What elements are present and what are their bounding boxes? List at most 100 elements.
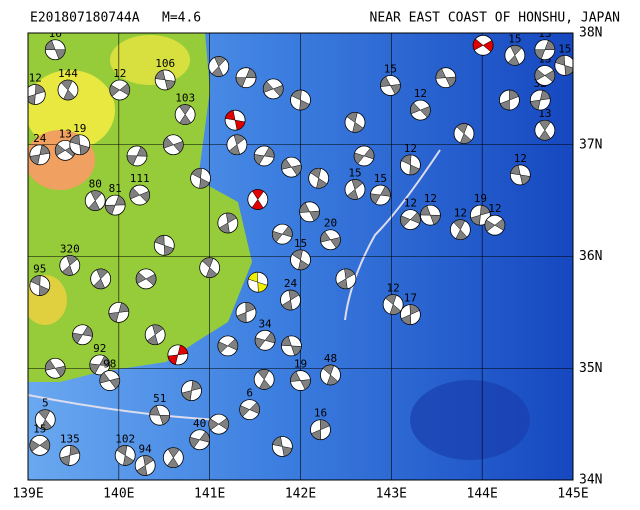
ball-quadrant	[299, 202, 310, 213]
ball-quadrant	[472, 38, 484, 51]
grid	[28, 33, 573, 480]
y-tick-label: 35N	[579, 361, 602, 376]
focal-mechanism	[320, 229, 341, 251]
focal-mechanism	[499, 89, 520, 111]
depth-label: 12	[29, 71, 42, 84]
ball-quadrant	[88, 200, 101, 211]
ball-quadrant	[251, 199, 264, 210]
ball-quadrant	[245, 302, 256, 313]
ball-quadrant	[205, 267, 218, 278]
focal-mechanism	[380, 75, 401, 96]
ball-quadrant	[554, 55, 566, 66]
y-tick-label: 36N	[579, 249, 602, 264]
ball-quadrant	[54, 49, 66, 60]
focal-mechanism	[167, 344, 189, 366]
ball-quadrant	[249, 402, 260, 414]
depth-label: 12	[414, 87, 427, 100]
ball-quadrant	[539, 90, 551, 101]
ball-quadrant	[63, 89, 76, 101]
focal-mechanism	[29, 144, 51, 166]
ball-quadrant	[191, 168, 202, 179]
ball-quadrant	[257, 281, 268, 293]
ball-quadrant	[409, 212, 421, 224]
ball-quadrant	[319, 419, 331, 431]
ball-quadrant	[281, 225, 293, 238]
focal-mechanism	[280, 289, 301, 311]
ball-quadrant	[455, 229, 468, 240]
focal-mechanism	[134, 455, 156, 476]
depth-label: 19	[294, 358, 307, 371]
ball-quadrant	[109, 84, 121, 97]
focal-mechanism	[400, 154, 421, 176]
y-tick-label: 38N	[579, 26, 602, 41]
focal-mechanism	[174, 104, 196, 125]
ball-quadrant	[218, 417, 229, 430]
depth-label: 111	[130, 172, 150, 185]
depth-label: 103	[175, 92, 195, 105]
ball-quadrant	[136, 146, 148, 157]
depth-label: 13	[59, 127, 72, 140]
focal-mechanism	[57, 79, 79, 101]
ball-quadrant	[66, 255, 78, 266]
ball-quadrant	[482, 40, 494, 53]
ball-quadrant	[281, 299, 293, 311]
ball-quadrant	[234, 119, 246, 131]
ball-quadrant	[93, 278, 106, 290]
ball-quadrant	[370, 193, 381, 205]
ball-quadrant	[509, 89, 520, 101]
depth-label: 12	[424, 192, 437, 205]
ball-quadrant	[227, 338, 239, 351]
focal-mechanism	[89, 354, 111, 376]
focal-mechanism	[108, 301, 130, 323]
ball-quadrant	[114, 195, 126, 206]
depth-label: 13	[538, 27, 551, 40]
ball-quadrant	[34, 84, 46, 95]
x-tick-label: 143E	[376, 487, 407, 502]
focal-mechanism	[149, 404, 171, 426]
focal-mechanism	[217, 212, 239, 234]
ball-quadrant	[38, 409, 51, 421]
focal-mechanism	[281, 156, 302, 178]
ball-quadrant	[163, 244, 175, 256]
magnitude: M=4.6	[162, 11, 201, 26]
ball-quadrant	[72, 332, 83, 344]
trench	[28, 394, 221, 421]
x-tick-label: 144E	[467, 487, 498, 502]
focal-mechanism	[529, 89, 551, 111]
ball-quadrant	[351, 179, 364, 190]
focal-mechanism	[224, 109, 246, 131]
focal-mechanism	[253, 145, 275, 167]
focal-mechanism	[135, 268, 157, 290]
focal-mechanism	[453, 123, 475, 144]
depth-label: 15	[384, 63, 397, 76]
ball-quadrant	[179, 104, 192, 116]
focal-mechanism	[308, 167, 330, 189]
focal-mechanism	[84, 190, 106, 212]
ball-quadrant	[257, 369, 270, 380]
ball-quadrant	[59, 455, 71, 466]
depth-label: 12	[488, 202, 501, 215]
ball-quadrant	[142, 455, 154, 466]
focal-mechanism	[271, 223, 293, 245]
focal-mechanism	[554, 55, 573, 76]
focal-mechanism	[226, 134, 248, 156]
ball-quadrant	[263, 146, 275, 158]
focal-mechanism	[28, 84, 46, 105]
ball-quadrant	[39, 144, 50, 156]
ball-quadrant	[494, 218, 506, 231]
focal-mechanism	[290, 249, 311, 271]
ball-quadrant	[152, 324, 164, 336]
focal-mechanism	[247, 189, 269, 210]
ball-quadrant	[82, 325, 93, 337]
ball-quadrant	[104, 204, 116, 215]
ball-quadrant	[298, 259, 310, 271]
ball-quadrant	[55, 143, 66, 156]
ball-quadrant	[252, 189, 265, 200]
y-tick-label: 37N	[579, 137, 602, 152]
ball-quadrant	[201, 257, 214, 269]
ball-quadrant	[259, 378, 271, 390]
ball-quadrant	[245, 68, 257, 79]
depth-label: 40	[193, 417, 206, 430]
ball-quadrant	[538, 129, 551, 141]
focal-mechanism	[271, 436, 293, 457]
